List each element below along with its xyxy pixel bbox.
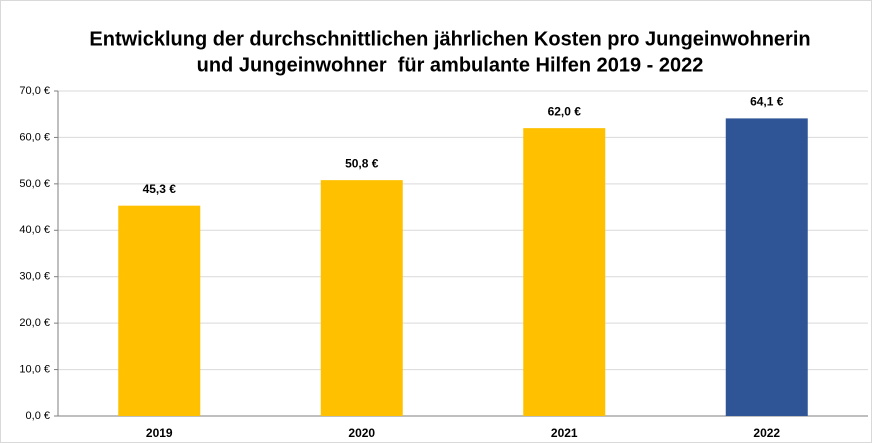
x-tick-label: 2020	[348, 426, 375, 440]
x-tick-label: 2019	[146, 426, 173, 440]
chart-title: und Jungeinwohner für ambulante Hilfen 2…	[197, 54, 704, 76]
y-tick-label: 20,0 €	[19, 317, 50, 329]
bar	[523, 128, 606, 416]
y-tick-label: 70,0 €	[19, 85, 50, 97]
y-tick-label: 60,0 €	[19, 131, 50, 143]
value-label: 62,0 €	[548, 104, 582, 118]
bar	[118, 205, 201, 416]
y-tick-label: 40,0 €	[19, 224, 50, 236]
chart-title: Entwicklung der durchschnittlichen jährl…	[89, 28, 810, 50]
y-tick-label: 30,0 €	[19, 271, 50, 283]
bar	[320, 180, 403, 416]
value-label: 50,8 €	[345, 156, 379, 170]
x-tick-label: 2021	[551, 426, 578, 440]
y-tick-label: 50,0 €	[19, 178, 50, 190]
y-tick-label: 10,0 €	[19, 363, 50, 375]
y-tick-label: 0,0 €	[26, 410, 50, 422]
value-label: 64,1 €	[750, 95, 784, 109]
x-tick-label: 2022	[753, 426, 780, 440]
bar	[725, 118, 808, 417]
value-label: 45,3 €	[143, 182, 177, 196]
